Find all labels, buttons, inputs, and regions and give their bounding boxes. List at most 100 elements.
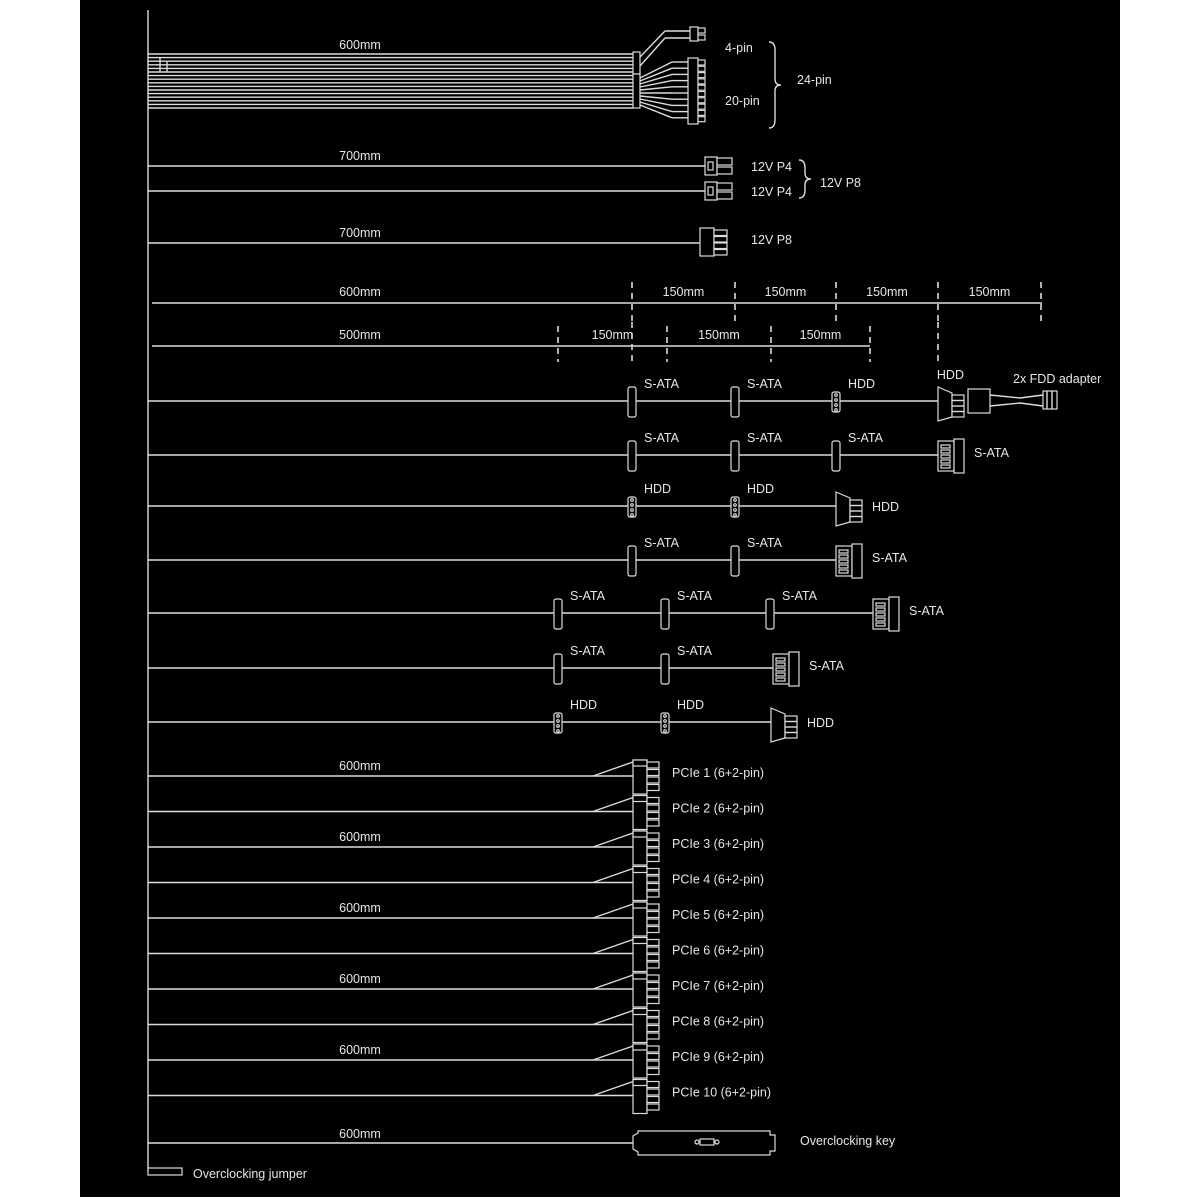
- pcie-pin: [646, 981, 660, 990]
- atx-20pin-wire: [639, 104, 673, 119]
- sata-end-connector-shell: [953, 438, 965, 474]
- pcie-label: PCIe 10 (6+2-pin): [672, 1086, 771, 1100]
- atx-20pin-label: 20-pin: [725, 94, 760, 108]
- sata-end-connector-pin: [838, 554, 849, 559]
- atx-4pin-label: 4-pin: [725, 41, 753, 55]
- sata-end-connector-shell: [888, 596, 900, 632]
- eps-p8-pin: [713, 248, 728, 256]
- pcie-pin: [646, 918, 660, 926]
- fdd-adapter-label: 2x FDD adapter: [1013, 372, 1101, 386]
- fdd-adapter-molex: [967, 388, 991, 414]
- eps-p4-pin: [716, 191, 733, 200]
- sata-connector: [627, 440, 637, 472]
- eps-single-length-label: 700mm: [339, 226, 381, 240]
- pcie-length-label: 600mm: [339, 972, 381, 986]
- eps-p4-pin: [716, 157, 733, 166]
- pcie-pin: [646, 832, 660, 840]
- atx-24pin-label: 24-pin: [797, 73, 832, 87]
- hdd-end-connector: [835, 491, 851, 527]
- pcie-pin: [646, 1088, 660, 1096]
- pcie-pin: [646, 854, 660, 863]
- sata-end-connector-pin: [875, 607, 886, 612]
- hdd-molex-connector-pin: [733, 508, 737, 512]
- pcie-pin: [646, 1024, 660, 1033]
- pcie-pin: [646, 890, 660, 898]
- pcie-pin: [646, 1045, 660, 1053]
- sata-label: S-ATA: [570, 589, 606, 603]
- pcie-pin: [646, 811, 660, 820]
- pcie-label: PCIe 3 (6+2-pin): [672, 837, 764, 851]
- overclocking-key-led: [694, 1139, 700, 1145]
- hdd-molex-connector-pin: [663, 714, 667, 718]
- eps-p4-label: 12V P4: [751, 185, 792, 199]
- atx-20pin-pin: [697, 109, 706, 117]
- hdd-molex-connector-pin: [556, 729, 560, 733]
- sata-connector: [831, 440, 841, 472]
- hdd-end-label: HDD: [872, 500, 899, 514]
- hdd-label: HDD: [848, 377, 875, 391]
- pcie-pin: [646, 761, 660, 769]
- hdd-molex-connector: [660, 712, 670, 734]
- atx-20pin-pin: [697, 97, 706, 104]
- pcie-pin: [646, 996, 660, 1005]
- pcie-pin: [646, 768, 660, 777]
- pcie-label: PCIe 8 (6+2-pin): [672, 1015, 764, 1029]
- sata-connector: [627, 545, 637, 577]
- pcie-pin: [646, 847, 660, 855]
- eps-p8-pin: [713, 235, 728, 243]
- overclocking-key-switch: [699, 1138, 715, 1146]
- sata-label: S-ATA: [677, 589, 713, 603]
- pcie-branch-cable: [592, 1045, 634, 1061]
- pcie-pin: [646, 875, 660, 883]
- fdd-connector: [1042, 390, 1058, 410]
- sata-end-connector-pin: [940, 454, 951, 459]
- eps-p4-pin: [716, 166, 733, 175]
- pcie-pin: [646, 1080, 660, 1089]
- pcie-branch-cable: [592, 938, 634, 955]
- pcie-branch-cable: [592, 974, 634, 990]
- sata-end-connector-pin: [940, 444, 951, 449]
- pcie-label: PCIe 2 (6+2-pin): [672, 802, 764, 816]
- pcie-branch-cable: [592, 903, 634, 919]
- pcie-pin: [646, 839, 660, 848]
- pcie-2pin-part: [632, 936, 648, 945]
- pcie-pin: [646, 819, 660, 827]
- atx-20pin-wire: [639, 67, 673, 82]
- pcie-label: PCIe 9 (6+2-pin): [672, 1050, 764, 1064]
- sata-end-connector-pin: [940, 464, 951, 469]
- pcie-2pin-part: [632, 865, 648, 874]
- pcie-pin: [646, 938, 660, 947]
- overclocking-key-label: Overclocking key: [800, 1134, 896, 1148]
- sata-label: S-ATA: [747, 431, 783, 445]
- hdd-molex-connector-pin: [556, 714, 560, 718]
- sata-label: S-ATA: [747, 377, 783, 391]
- hdd-molex-connector-pin: [630, 508, 634, 512]
- pcie-pin: [646, 1103, 660, 1111]
- hdd-label: HDD: [570, 698, 597, 712]
- sata-label: S-ATA: [782, 589, 818, 603]
- pcie-pin: [646, 867, 660, 876]
- pcie-pin: [646, 1067, 660, 1076]
- pcie-2pin-part: [632, 794, 648, 803]
- dimension-500-label: 500mm: [339, 328, 381, 342]
- dimension-150-label: 150mm: [969, 285, 1011, 299]
- pcie-2pin-part: [632, 759, 648, 767]
- sata-end-connector-pin: [940, 449, 951, 454]
- atx-20pin-split-sleeve: [632, 73, 641, 109]
- eps-p8-label: 12V P8: [751, 233, 792, 247]
- atx-20pin-pin: [697, 78, 706, 85]
- sata-end-connector-shell: [788, 651, 800, 687]
- hdd-molex-connector-pin: [733, 498, 737, 502]
- overclocking-length-label: 600mm: [339, 1127, 381, 1141]
- pcie-pin: [646, 796, 660, 805]
- atx-20pin-pin: [697, 84, 706, 91]
- atx-20pin-wire: [639, 95, 673, 100]
- dimension-150-label: 150mm: [592, 328, 634, 342]
- sata-label: S-ATA: [644, 377, 680, 391]
- pcie-pin: [646, 1052, 660, 1061]
- pcie-label: PCIe 7 (6+2-pin): [672, 979, 764, 993]
- sata-end-connector-pin: [775, 667, 786, 672]
- pcie-pin: [646, 1095, 660, 1104]
- hdd-molex-connector-pin: [834, 398, 838, 402]
- sata-end-connector-pin: [775, 662, 786, 667]
